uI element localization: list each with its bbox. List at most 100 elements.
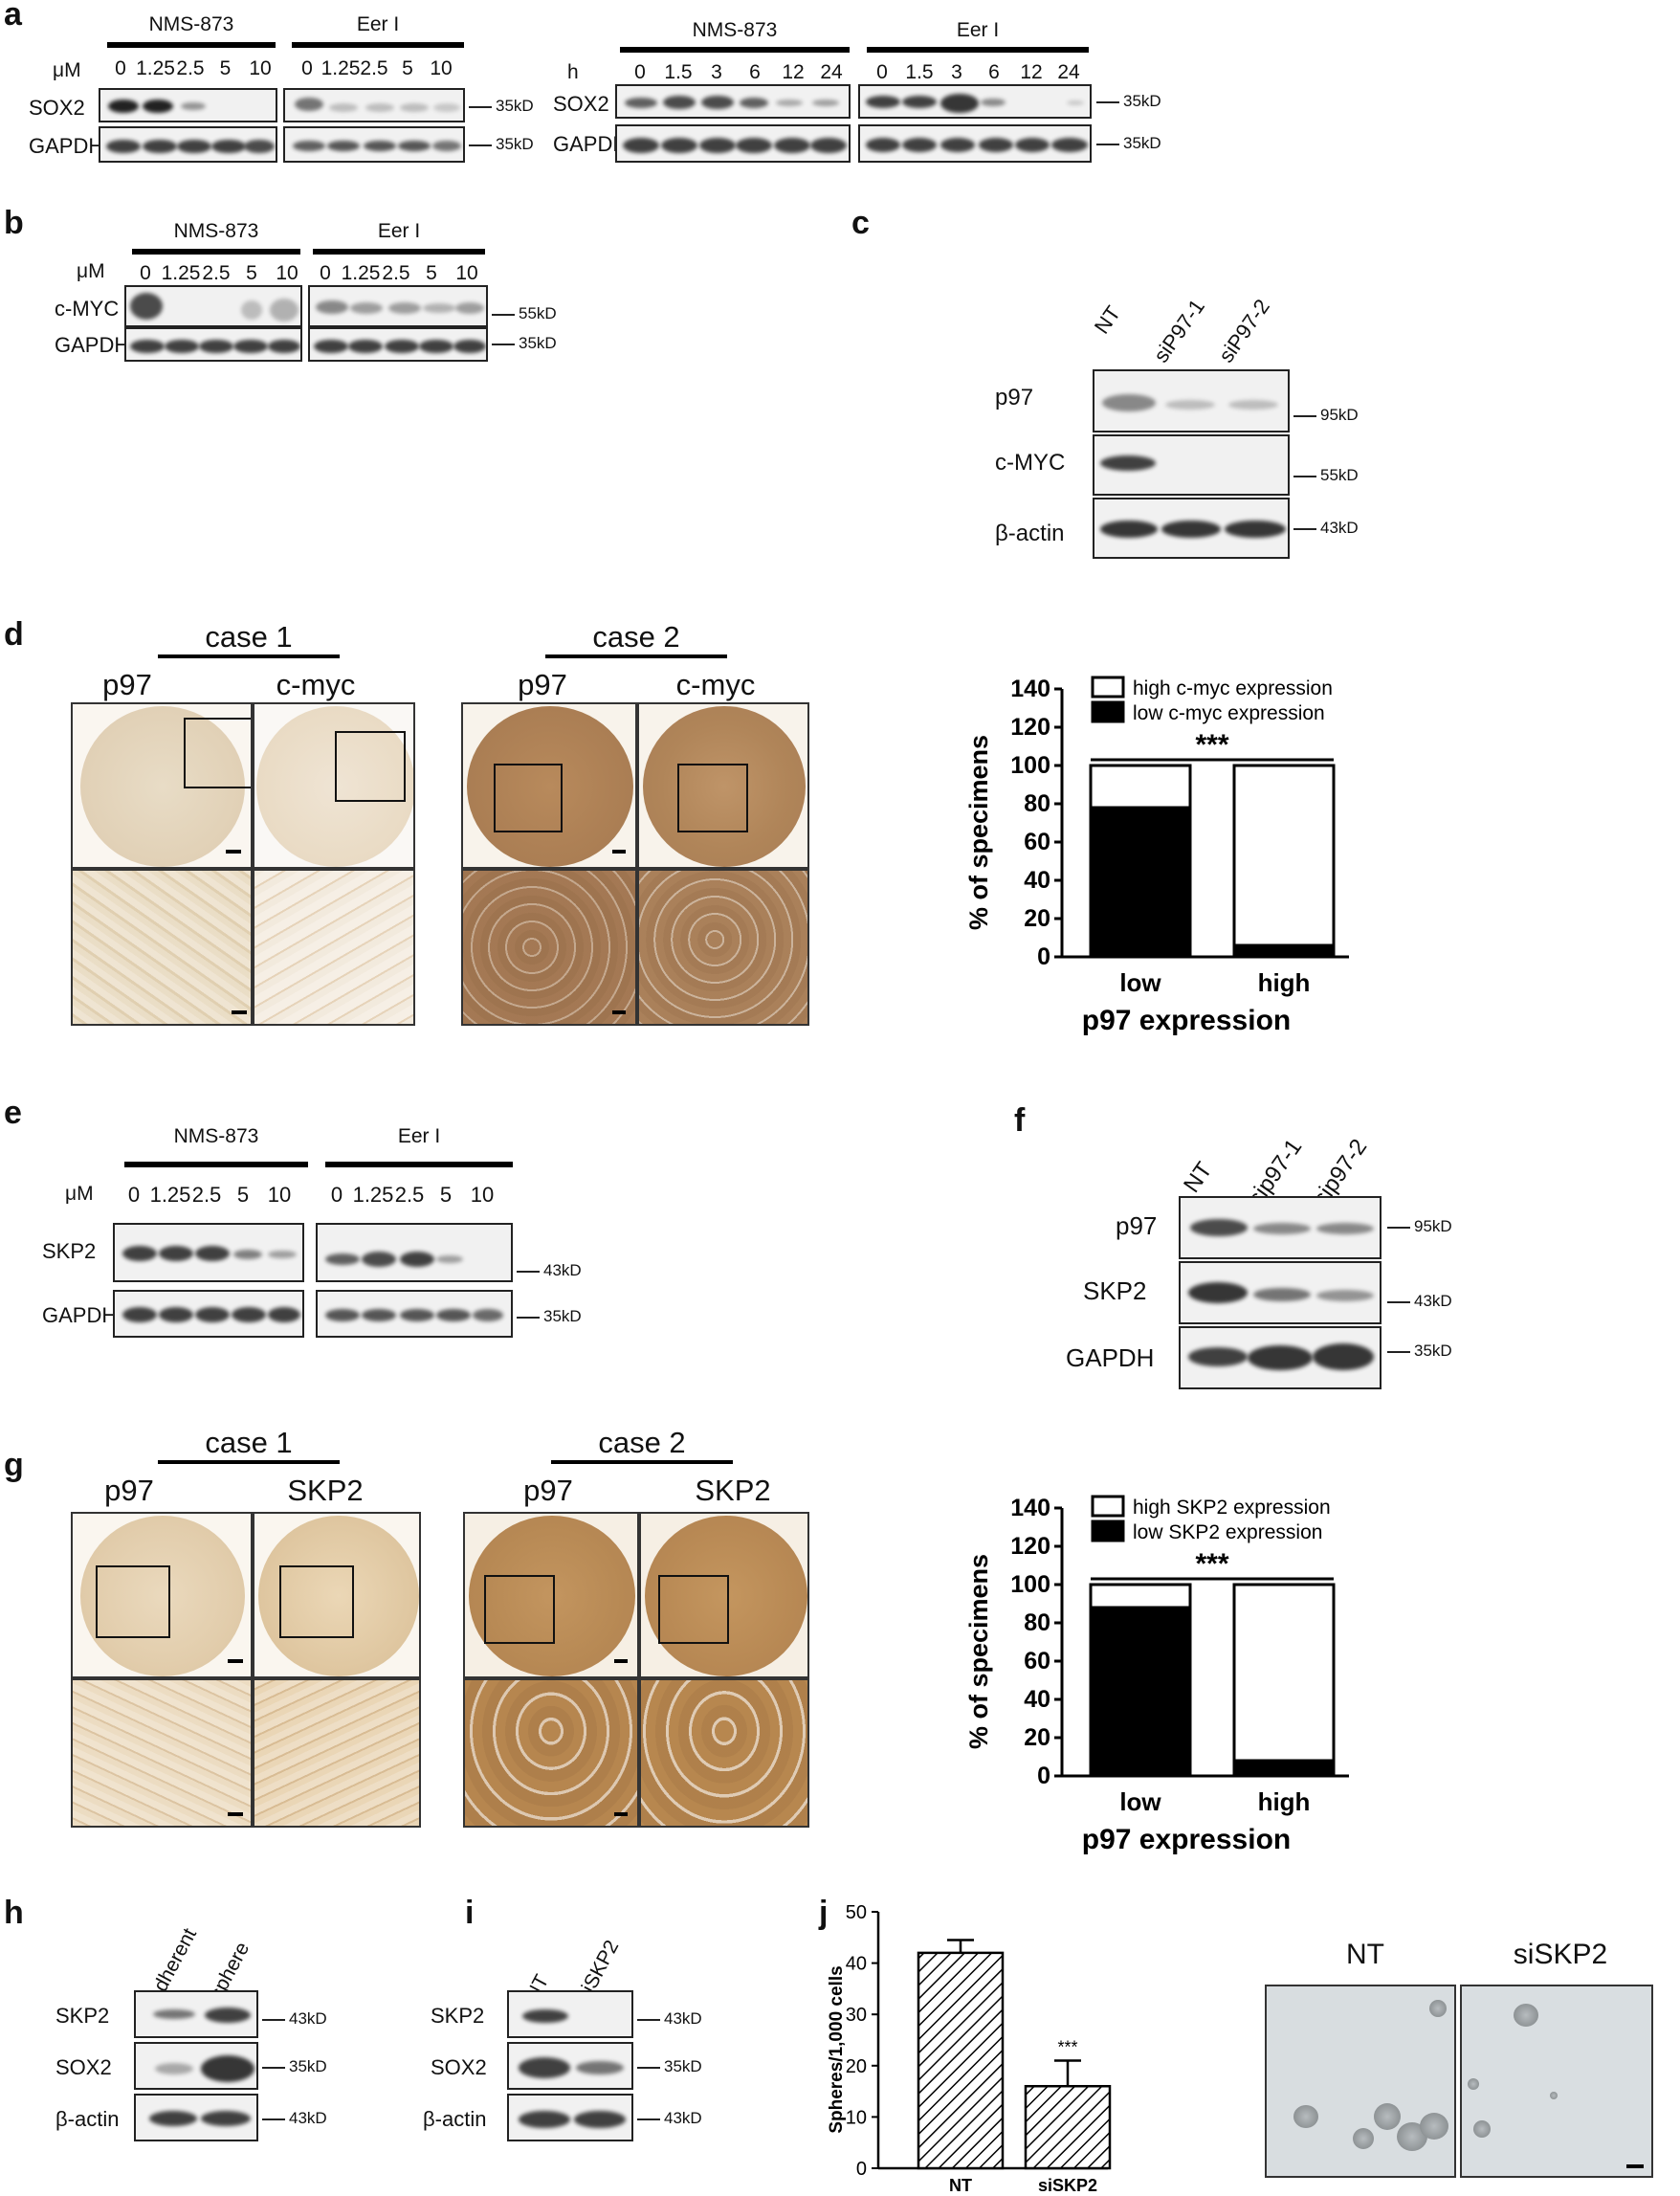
e-mw-gapdh: 35kD — [517, 1307, 582, 1326]
y-tick-label-2: 40 — [1024, 1686, 1050, 1713]
bar-low-low — [1089, 1606, 1192, 1778]
y-tick-label-6: 120 — [1010, 1533, 1050, 1560]
d-case2-bar — [545, 654, 727, 658]
b-group1: NMS-873 — [173, 220, 259, 242]
d-case2-cmyc-core-image — [637, 702, 809, 869]
f-mw-p97: 95kD — [1387, 1217, 1452, 1236]
a-right-row-sox2: SOX2 — [553, 92, 609, 116]
b-dose-eer-1: 1.25 — [341, 262, 381, 284]
a-right-time-eer-2: 3 — [951, 61, 962, 83]
j-siskp2-sphere-image — [1460, 1985, 1653, 2178]
a-right-blot-gapdh-nms — [615, 124, 851, 163]
e-dose-nms-2: 2.5 — [191, 1183, 222, 1207]
a-right-time-nms-2: 3 — [711, 61, 722, 83]
y-tick-label-0: 0 — [856, 2159, 867, 2180]
a-left-dose-nms-0: 0 — [115, 57, 126, 79]
a-right-blot-gapdh-eer — [858, 124, 1092, 163]
c-mw-cmyc: 55kD — [1293, 466, 1359, 485]
e-blot-gapdh-nms — [113, 1290, 304, 1338]
g-case1-p97-core-image — [71, 1512, 253, 1678]
g-case2-scale-bar — [614, 1659, 628, 1663]
y-tick-label-3: 60 — [1024, 829, 1050, 855]
b-dose-eer-0: 0 — [320, 262, 331, 284]
d-case1-cmyc-zoom-box — [335, 731, 406, 802]
c-blot-p97 — [1093, 369, 1290, 433]
y-tick-label-1: 20 — [1024, 1724, 1050, 1751]
a-left-blot-sox2-eer — [283, 88, 465, 122]
g-case2-skp2-zoom-image — [639, 1678, 809, 1828]
d-case2-p97-zoom-image — [461, 869, 637, 1026]
panel-letter-j: j — [819, 1895, 829, 1931]
e-blot-skp2-nms — [113, 1223, 304, 1282]
f-row-gapdh: GAPDH — [1066, 1343, 1155, 1372]
d-case2-p97: p97 — [518, 668, 567, 701]
c-blot-cmyc — [1093, 434, 1290, 496]
y-tick-label-3: 30 — [846, 2005, 867, 2026]
bar-low-low — [1089, 806, 1192, 959]
a-right-mw-gapdh: 35kD — [1096, 134, 1161, 153]
i-blot-skp2 — [507, 1990, 633, 2038]
d-case1-cmyc-core-image — [253, 702, 415, 869]
x-tick-label-high: high — [1258, 968, 1311, 997]
f-blot-gapdh — [1179, 1326, 1382, 1389]
a-left-bar1 — [107, 42, 276, 48]
a-left-bar2 — [292, 42, 464, 48]
x-axis-label: p97 expression — [1082, 1824, 1291, 1855]
b-dose-nms-2: 2.5 — [202, 262, 231, 284]
h-mw-sox2: 35kD — [262, 2057, 327, 2076]
h-mw-bactin: 43kD — [262, 2109, 327, 2128]
d-case1-p97: p97 — [102, 668, 152, 701]
bar-low-high — [1089, 764, 1192, 810]
d-case2: case 2 — [592, 620, 680, 654]
a-left-dose-eer-3: 5 — [402, 57, 413, 79]
b-dose-eer-3: 5 — [426, 262, 437, 284]
a-left-group2: Eer I — [356, 13, 400, 35]
b-dose-nms-1: 1.25 — [161, 262, 201, 284]
e-dose-nms-1: 1.25 — [149, 1183, 191, 1207]
h-blot-bactin — [134, 2094, 258, 2141]
g-case2-skp2-core-image — [639, 1512, 809, 1678]
g-case1-skp2-zoom-box — [279, 1565, 354, 1638]
a-left-unit: μM — [53, 59, 81, 81]
d-case1-cmyc: c-myc — [276, 668, 356, 701]
a-right-blot-sox2-eer — [858, 84, 1092, 119]
panel-letter-f: f — [1014, 1102, 1026, 1139]
e-bar2 — [325, 1162, 513, 1167]
h-mw-skp2: 43kD — [262, 2009, 327, 2029]
i-row-skp2: SKP2 — [431, 2004, 485, 2028]
g-case1-bar — [158, 1460, 340, 1464]
d-scale-bar-zoom — [232, 1010, 247, 1014]
h-row-skp2: SKP2 — [55, 2004, 110, 2028]
d-case1-p97-core-image — [71, 702, 253, 869]
e-dose-eer-0: 0 — [330, 1183, 343, 1207]
y-tick-label-7: 140 — [1010, 1495, 1050, 1521]
g-case1-p97-zoom-box — [96, 1565, 170, 1638]
d-case2-cmyc-zoom-image — [637, 869, 809, 1026]
y-tick-label-7: 140 — [1010, 676, 1050, 702]
b-dose-eer-2: 2.5 — [382, 262, 410, 284]
g-case2: case 2 — [598, 1426, 686, 1459]
a-left-row-sox2: SOX2 — [29, 96, 85, 120]
h-blot-skp2 — [134, 1990, 258, 2038]
d-case2-p97-zoom-box — [494, 764, 563, 832]
b-dose-nms-0: 0 — [140, 262, 151, 284]
c-lane-sip97-1: siP97-1 — [1148, 294, 1209, 367]
b-blot-gapdh-eer — [308, 327, 488, 362]
i-mw-sox2: 35kD — [637, 2057, 702, 2076]
x-axis-label: p97 expression — [1082, 1005, 1291, 1036]
e-dose-eer-2: 2.5 — [394, 1183, 425, 1207]
d-scale-bar — [226, 850, 241, 854]
d-case1-p97-zoom-image — [71, 869, 253, 1026]
a-left-blot-sox2-nms — [99, 88, 277, 122]
a-left-blot-gapdh-eer — [283, 126, 465, 163]
a-left-blot-gapdh-nms — [99, 126, 277, 163]
a-left-dose-eer-0: 0 — [301, 57, 313, 79]
b-dose-nms-4: 10 — [276, 262, 298, 284]
a-left-dose-nms-1: 1.25 — [136, 57, 175, 79]
i-row-bactin: β-actin — [423, 2107, 487, 2131]
a-right-group2: Eer I — [956, 19, 1000, 41]
a-right-time-nms-4: 12 — [782, 61, 805, 83]
e-dose-nms-4: 10 — [267, 1183, 292, 1207]
e-row-skp2: SKP2 — [42, 1239, 97, 1263]
a-left-dose-eer-1: 1.25 — [321, 57, 361, 79]
